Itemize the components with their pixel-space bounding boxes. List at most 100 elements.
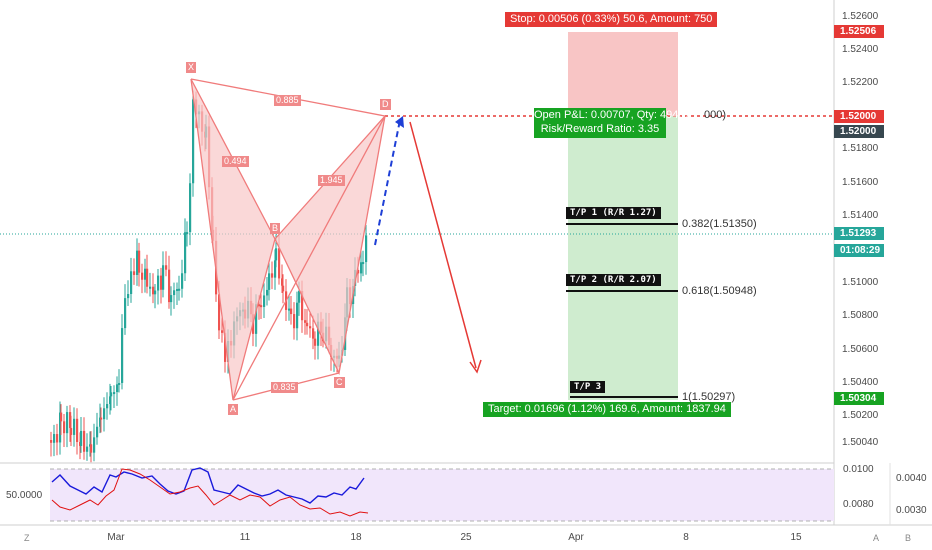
candle-body: [50, 440, 53, 443]
candle-body: [93, 437, 96, 453]
candle-body: [130, 271, 133, 294]
oscillator-background: [50, 469, 834, 521]
candle-body: [146, 268, 149, 287]
candle-body: [56, 434, 59, 443]
stop-price-badge: 1.52506: [834, 25, 884, 38]
candle-body: [83, 430, 86, 452]
candle-body: [317, 321, 320, 346]
candle-body: [309, 326, 312, 329]
oscillator-scale-label: 0.0030: [896, 505, 927, 516]
candle-body: [103, 408, 106, 420]
candle-body: [70, 427, 73, 435]
candle-body: [100, 417, 103, 420]
candle-body: [141, 272, 144, 280]
candle-body: [69, 412, 72, 428]
candle-body: [301, 291, 304, 321]
tp3-fib: 1(1.50297): [682, 391, 736, 403]
candle-body: [165, 265, 168, 270]
pattern-ratio-bd: 1.945: [318, 175, 345, 186]
candle-body: [189, 183, 192, 233]
candle-body: [274, 260, 277, 278]
oscillator-blue-line: [51, 467, 365, 504]
candle-body: [157, 275, 160, 291]
candle-body: [63, 421, 66, 434]
price-label: 1.51000: [842, 277, 879, 288]
oscillator-scale-label: 0.0100: [843, 464, 874, 475]
candle-body: [86, 446, 89, 452]
price-label: 1.50800: [842, 310, 879, 321]
log-scale-button[interactable]: B: [905, 533, 912, 543]
bar-countdown-badge: 01:08:29: [834, 244, 884, 257]
pattern-ratio-ac: 0.835: [271, 382, 298, 393]
open-pnl-tail: 000): [704, 109, 727, 121]
price-label: 1.50400: [842, 377, 879, 388]
candle-body: [76, 418, 79, 442]
candle-body: [362, 262, 365, 265]
target-banner[interactable]: Target: 0.01696 (1.12%) 169.6, Amount: 1…: [483, 402, 731, 417]
candle-body: [170, 295, 173, 303]
tp2-label: T/P 2 (R/R 2.07): [566, 274, 661, 286]
price-label: 1.50600: [842, 344, 879, 355]
candle-body: [258, 304, 261, 307]
candle-body: [176, 289, 179, 292]
projection-down-arrow: [409, 121, 477, 369]
target-price-badge: 1.50304: [834, 392, 884, 405]
candle-body: [138, 250, 141, 273]
oscillator-red-line: [51, 468, 369, 517]
candle-body: [178, 288, 181, 291]
candle-body: [59, 412, 62, 443]
candle-body: [263, 295, 266, 307]
candle-body: [80, 430, 83, 446]
candle-body: [260, 305, 263, 308]
candle-body: [282, 285, 285, 292]
open-pnl-box[interactable]: Open P&L: 0.00707, Qty: 49407 Risk/Rewar…: [534, 108, 691, 138]
candle-body: [281, 278, 284, 286]
candle-body: [53, 434, 56, 443]
pattern-price-badge: 1.52000: [834, 125, 884, 138]
price-label: 1.51600: [842, 177, 879, 188]
timezone-button[interactable]: Z: [24, 533, 30, 543]
oscillator-scale-label: 0.0040: [896, 473, 927, 484]
target-zone: [568, 116, 678, 400]
pattern-ratio-xd: 0.885: [274, 95, 301, 106]
harmonic-pattern[interactable]: [190, 78, 386, 401]
candle-body: [304, 320, 307, 323]
candle-body: [152, 286, 155, 295]
candle-body: [90, 444, 93, 453]
price-label: 1.52400: [842, 44, 879, 55]
candle-body: [290, 308, 293, 315]
tp2-fib: 0.618(1.50948): [682, 285, 757, 297]
tp1-line: [566, 223, 678, 225]
time-label: Mar: [107, 532, 125, 543]
candle-body: [96, 426, 99, 438]
candle-body: [160, 275, 163, 290]
candle-body: [162, 265, 165, 290]
projection-up-arrow: [374, 119, 401, 246]
candle-body: [133, 271, 136, 275]
tp3-label: T/P 3: [570, 381, 606, 393]
candle-body: [184, 232, 187, 274]
candle-body: [99, 417, 102, 427]
candle-body: [357, 269, 360, 274]
tp2-line: [566, 290, 678, 292]
candle-body: [266, 289, 269, 296]
time-label: 8: [683, 532, 689, 543]
candle-body: [124, 298, 127, 329]
candle-body: [278, 248, 281, 279]
candle-body: [113, 392, 116, 395]
auto-scale-button[interactable]: A: [873, 533, 880, 543]
candle-body: [106, 404, 109, 409]
candle-body: [149, 286, 152, 289]
stop-banner[interactable]: Stop: 0.00506 (0.33%) 50.6, Amount: 750: [505, 12, 718, 27]
candle-body: [154, 290, 157, 295]
candle-body: [118, 382, 121, 385]
pattern-point-b: B: [270, 223, 281, 234]
candle-body: [296, 302, 299, 329]
price-label: 1.52200: [842, 77, 879, 88]
candle-body: [73, 418, 76, 435]
candle-body: [218, 294, 221, 331]
candle-body: [109, 396, 112, 405]
candle-body: [221, 330, 224, 333]
candle-body: [121, 328, 124, 383]
